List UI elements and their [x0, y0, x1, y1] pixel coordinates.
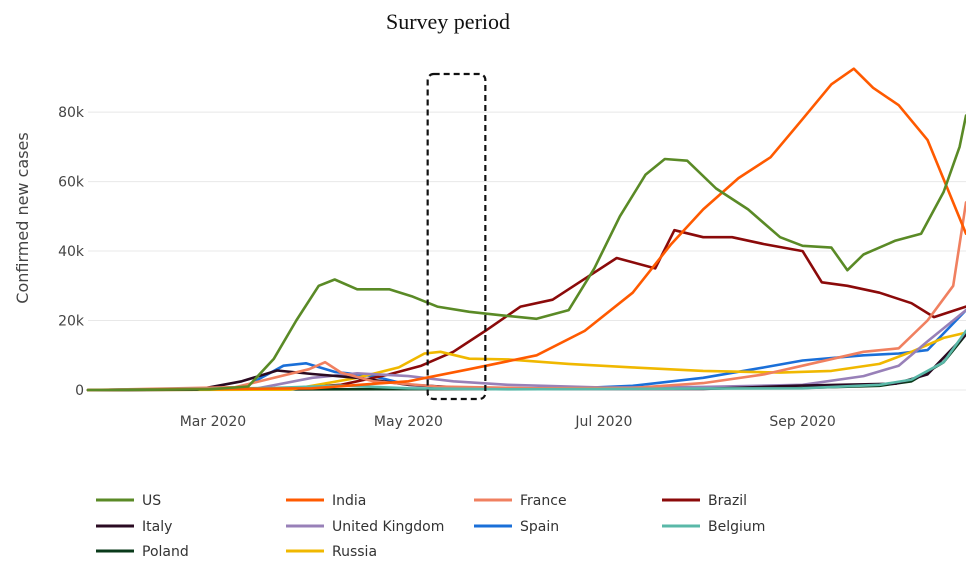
y-tick-label: 0 — [75, 383, 84, 399]
series-line-italy — [86, 333, 966, 392]
legend-item-us[interactable]: US — [96, 493, 161, 509]
y-tick-label: 80k — [58, 105, 85, 121]
y-tick-label: 40k — [58, 244, 85, 260]
legend-item-russia[interactable]: Russia — [286, 544, 377, 560]
legend-label: Poland — [142, 544, 189, 560]
legend-label: US — [142, 493, 161, 509]
survey-period-box — [426, 72, 487, 401]
legend-label: France — [520, 493, 567, 509]
series-line-us — [86, 114, 966, 392]
legend-label: Brazil — [708, 493, 747, 509]
y-ticks: 0 20k 40k 60k 80k — [58, 105, 85, 399]
series-line-india — [86, 67, 966, 392]
series-lines — [86, 67, 966, 392]
legend-label: United Kingdom — [332, 519, 444, 535]
legend-label: India — [332, 493, 366, 509]
y-tick-label: 20k — [58, 314, 85, 330]
legend-item-spain[interactable]: Spain — [474, 519, 559, 535]
x-tick-label: Sep 2020 — [769, 414, 835, 430]
series-line-belgium — [86, 329, 966, 392]
legend: US India France Brazil Italy United Kingdom Sp… — [96, 493, 765, 560]
legend-item-france[interactable]: France — [474, 493, 567, 509]
series-line-spain — [86, 308, 966, 392]
x-ticks: Mar 2020 May 2020 Jul 2020 Sep 2020 — [180, 414, 836, 430]
legend-label: Spain — [520, 519, 559, 535]
legend-label: Russia — [332, 544, 377, 560]
legend-item-brazil[interactable]: Brazil — [662, 493, 747, 509]
chart-title: Survey period — [386, 9, 510, 34]
legend-label: Belgium — [708, 519, 765, 535]
y-tick-label: 60k — [58, 175, 85, 191]
series-line-poland — [86, 333, 966, 392]
legend-item-italy[interactable]: Italy — [96, 519, 172, 535]
x-tick-label: Mar 2020 — [180, 414, 247, 430]
legend-label: Italy — [142, 519, 172, 535]
series-line-united-kingdom — [86, 308, 966, 392]
x-tick-label: May 2020 — [374, 414, 443, 430]
legend-item-belgium[interactable]: Belgium — [662, 519, 765, 535]
grid — [88, 111, 966, 391]
legend-item-united-kingdom[interactable]: United Kingdom — [286, 519, 444, 535]
legend-item-india[interactable]: India — [286, 493, 366, 509]
survey-period-annotation — [426, 72, 487, 401]
series-line-brazil — [86, 228, 966, 392]
x-tick-label: Jul 2020 — [574, 414, 632, 430]
y-axis-label: Confirmed new cases — [13, 132, 32, 303]
legend-item-poland[interactable]: Poland — [96, 544, 189, 560]
series-line-russia — [86, 331, 966, 392]
